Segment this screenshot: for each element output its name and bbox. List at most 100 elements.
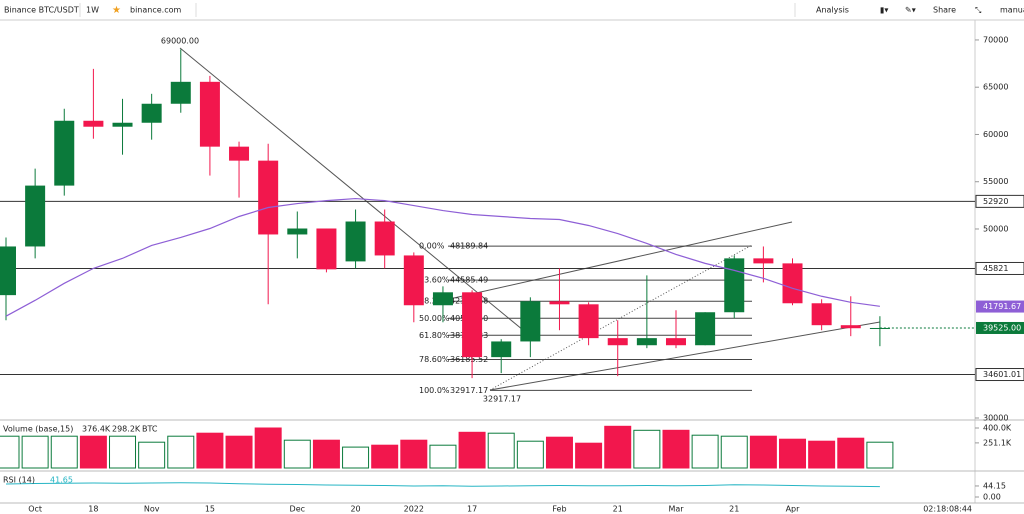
toolbar-bg xyxy=(0,0,1024,20)
volume-bar xyxy=(138,441,166,469)
star-icon[interactable]: ★ xyxy=(112,5,121,16)
candle-body xyxy=(229,146,250,161)
candle-body xyxy=(520,301,541,342)
x-tick-label: Apr xyxy=(786,505,801,514)
candle-body xyxy=(782,263,803,304)
fib-level: 50.00% xyxy=(419,314,450,323)
toolbar: Binance BTC/USDT 1W ★ binance.com Analys… xyxy=(0,0,1024,21)
candle-body xyxy=(0,246,16,296)
candle-body xyxy=(578,304,599,339)
volume-bar xyxy=(400,439,428,469)
candle-body xyxy=(287,228,308,235)
rsi-title: RSI (14) xyxy=(3,476,35,485)
interval[interactable]: 1W xyxy=(86,6,99,15)
share-button[interactable]: Share xyxy=(933,6,956,15)
volume-bar xyxy=(283,439,311,469)
candle-body xyxy=(54,120,75,186)
y-tick-label: 65000 xyxy=(983,83,1008,92)
rsi-tick-label: 0.00 xyxy=(983,493,1001,502)
volume-title: Volume (base,15) xyxy=(3,425,73,434)
rsi-tick-label: 44.15 xyxy=(983,481,1006,490)
trend-line xyxy=(179,47,524,331)
high-annotation: 69000.00 xyxy=(161,37,199,46)
candle-body xyxy=(840,325,861,329)
y-tick-label: 55000 xyxy=(983,177,1008,186)
fib-price: 44585.49 xyxy=(450,276,488,285)
volume-bar xyxy=(196,432,224,469)
candle-body xyxy=(403,255,424,306)
y-tick-label: 50000 xyxy=(983,224,1008,233)
rsi-readout: 41.65 xyxy=(50,476,73,485)
volume-bar xyxy=(109,435,137,469)
volume-bar xyxy=(167,435,195,469)
rsi-line xyxy=(5,482,880,488)
volume-bar xyxy=(779,438,807,469)
volume-bar xyxy=(662,429,690,469)
y-tick-label: 30000 xyxy=(983,414,1008,423)
candle-body xyxy=(258,160,279,235)
candle-body xyxy=(665,338,686,346)
candle-body xyxy=(141,103,162,123)
x-tick-label: 15 xyxy=(205,505,215,514)
x-tick-label: 17 xyxy=(467,505,477,514)
volume-readout: 376.4K xyxy=(82,425,111,434)
volume-bar xyxy=(691,434,719,469)
volume-bar xyxy=(371,444,399,469)
symbol[interactable]: Binance BTC/USDT xyxy=(4,6,79,15)
h-line-label: 34601.01 xyxy=(983,370,1021,379)
fib-price: 32917.17 xyxy=(450,386,488,395)
volume-bar xyxy=(312,439,340,469)
candle-body xyxy=(549,301,570,305)
candle-body xyxy=(753,258,774,264)
volume-bar xyxy=(516,440,544,469)
x-tick-label: 20 xyxy=(350,505,360,514)
candle-body xyxy=(112,122,133,127)
bars-button[interactable]: ▮▾ xyxy=(880,6,888,15)
fib-level: 0.00% xyxy=(419,242,445,251)
volume-bar xyxy=(604,425,632,469)
volume-unit: BTC xyxy=(142,425,158,434)
fib-level: 61.80% xyxy=(419,331,450,340)
x-tick-label: Feb xyxy=(552,505,566,514)
channel-line xyxy=(489,321,881,391)
x-tick-label: Dec xyxy=(290,505,305,514)
volume-bar xyxy=(633,429,661,469)
analysis-button[interactable]: Analysis xyxy=(816,6,849,15)
fib-price: 48189.84 xyxy=(450,242,488,251)
x-tick-label: 21 xyxy=(613,505,623,514)
x-tick-label: Mar xyxy=(668,505,684,514)
x-tick-label: 21 xyxy=(729,505,739,514)
candle-body xyxy=(316,228,337,270)
y-tick-label: 70000 xyxy=(983,35,1008,44)
candle-body xyxy=(25,185,46,247)
candle-body xyxy=(83,120,104,127)
candle-body xyxy=(462,292,483,358)
h-line-label-bg xyxy=(975,368,1024,382)
x-tick-label: Nov xyxy=(144,505,160,514)
channel-line xyxy=(444,221,793,301)
volume-bar xyxy=(487,432,515,469)
candle-body xyxy=(170,81,191,104)
countdown: 02:18:08:44 xyxy=(923,505,972,514)
volume-readout2: 298.2K xyxy=(112,425,141,434)
candle-body xyxy=(345,221,366,262)
volume-bar xyxy=(575,442,603,469)
v-tick-label: 251.1K xyxy=(983,438,1012,447)
draw-button[interactable]: ✎▾ xyxy=(905,6,916,15)
fib-level: 78.60% xyxy=(419,355,450,364)
volume-bar xyxy=(79,435,107,469)
candle-body xyxy=(199,81,220,147)
volume-bar xyxy=(225,435,253,469)
dotted-line xyxy=(489,244,753,391)
candle-body xyxy=(695,312,716,346)
user[interactable]: manual xyxy=(1000,6,1024,15)
ma-label: 41791.67 xyxy=(983,302,1021,311)
fullscreen-button[interactable]: ⤡ xyxy=(975,6,982,15)
y-tick-label: 60000 xyxy=(983,130,1008,139)
price-label: 39525.00 xyxy=(983,323,1021,332)
source[interactable]: binance.com xyxy=(130,6,182,15)
x-tick-label: 18 xyxy=(88,505,98,514)
x-tick-label: 2022 xyxy=(404,505,424,514)
volume-bar xyxy=(808,440,836,469)
